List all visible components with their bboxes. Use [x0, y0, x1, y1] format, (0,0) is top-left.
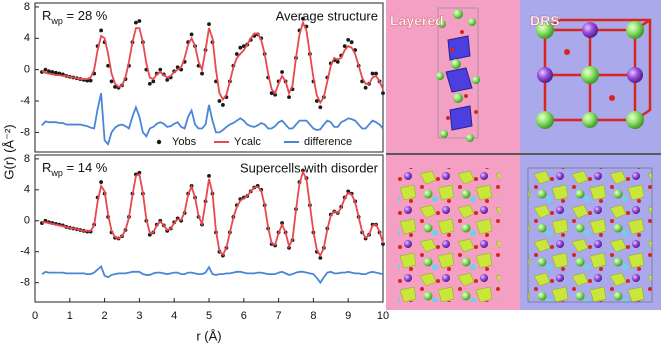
data-point: [88, 78, 93, 83]
data-point: [370, 71, 375, 76]
data-point: [200, 71, 204, 76]
data-point: [158, 67, 163, 72]
data-point: [234, 52, 239, 56]
data-point: [207, 173, 211, 178]
x-tick-label: 10: [377, 310, 389, 322]
data-point: [99, 180, 104, 184]
data-point: [342, 44, 347, 49]
rwp-subscript: wp: [50, 168, 63, 178]
data-point: [113, 85, 117, 89]
structure-illustrations: Layered DRS: [386, 0, 661, 310]
data-point: [381, 91, 385, 96]
data-point: [280, 70, 284, 74]
data-point: [47, 69, 51, 74]
rwp-symbol: R: [42, 160, 51, 175]
y-tick-label: -8: [20, 126, 30, 138]
data-point: [346, 37, 351, 42]
x-tick-label: 7: [276, 310, 282, 322]
panel-title: Supercells with disorder: [240, 160, 379, 175]
data-point: [147, 81, 152, 86]
y-tick-label: 0: [24, 215, 30, 227]
y-tick-label: 4: [24, 32, 30, 44]
rwp-symbol: R: [42, 8, 51, 23]
data-line: [41, 264, 384, 285]
rwp-annotation: Rwp = 14 %: [42, 160, 108, 178]
data-point: [318, 105, 323, 110]
x-tick-label: 0: [32, 310, 38, 322]
y-tick-label: -4: [20, 95, 30, 107]
y-tick-label: 4: [24, 184, 30, 196]
drs-disorder: [527, 167, 653, 303]
x-tick-label: 4: [171, 310, 177, 322]
data-point: [363, 85, 368, 90]
layered-structure: [436, 7, 480, 142]
panel-label: DRS: [530, 13, 560, 29]
data-point: [151, 79, 156, 84]
data-point: [374, 71, 378, 76]
y-tick-label: 8: [24, 153, 30, 165]
y-tick-label: 8: [24, 1, 30, 13]
data-point: [50, 70, 55, 74]
data-point: [287, 95, 291, 100]
data-line: [41, 92, 384, 146]
data-point: [207, 22, 211, 27]
x-tick-label: 9: [345, 310, 351, 322]
data-point: [273, 92, 278, 97]
plot-frame: [34, 2, 384, 153]
rwp-subscript: wp: [50, 16, 63, 26]
rwp-value: = 28 %: [63, 8, 108, 23]
data-point: [134, 20, 138, 25]
data-line: [41, 169, 384, 258]
data-point: [221, 103, 225, 107]
data-point: [346, 189, 351, 194]
panel-title: Average structure: [276, 8, 378, 23]
data-point: [301, 16, 305, 21]
legend-label: difference: [304, 136, 352, 148]
y-tick-label: -4: [20, 246, 30, 258]
data-line: [41, 20, 384, 105]
data-point: [217, 99, 222, 103]
panel-label: Layered: [390, 13, 444, 29]
rwp-annotation: Rwp = 28 %: [42, 8, 108, 26]
y-tick-label: -8: [20, 277, 30, 289]
data-point: [318, 256, 323, 260]
x-tick-label: 6: [241, 310, 247, 322]
data-point: [189, 32, 194, 37]
data-point: [99, 28, 104, 33]
y-axis-label: G(r) (Å⁻²): [1, 124, 16, 179]
data-point: [109, 79, 114, 84]
x-tick-label: 3: [136, 310, 142, 322]
rwp-value: = 14 %: [63, 160, 108, 175]
legend-label: Yobs: [172, 136, 197, 148]
x-tick-label: 5: [206, 310, 212, 322]
data-point: [314, 99, 319, 103]
data-point: [238, 45, 243, 50]
x-tick-label: 8: [310, 310, 316, 322]
data-point: [349, 40, 354, 45]
legend-marker: [156, 139, 162, 145]
drs-structure: [536, 18, 652, 129]
x-tick-label: 2: [102, 310, 108, 322]
data-point: [335, 59, 340, 64]
y-tick-label: 0: [24, 64, 30, 76]
data-point: [269, 91, 274, 96]
x-axis-label: r (Å): [196, 328, 221, 343]
legend-label: Ycalc: [234, 136, 261, 148]
data-point: [137, 19, 142, 23]
data-point: [53, 70, 58, 75]
layered-disorder: [398, 168, 500, 302]
x-tick-label: 1: [67, 310, 73, 322]
data-point: [43, 67, 48, 72]
data-point: [165, 77, 170, 82]
data-point: [137, 170, 142, 175]
data-point: [106, 63, 110, 68]
